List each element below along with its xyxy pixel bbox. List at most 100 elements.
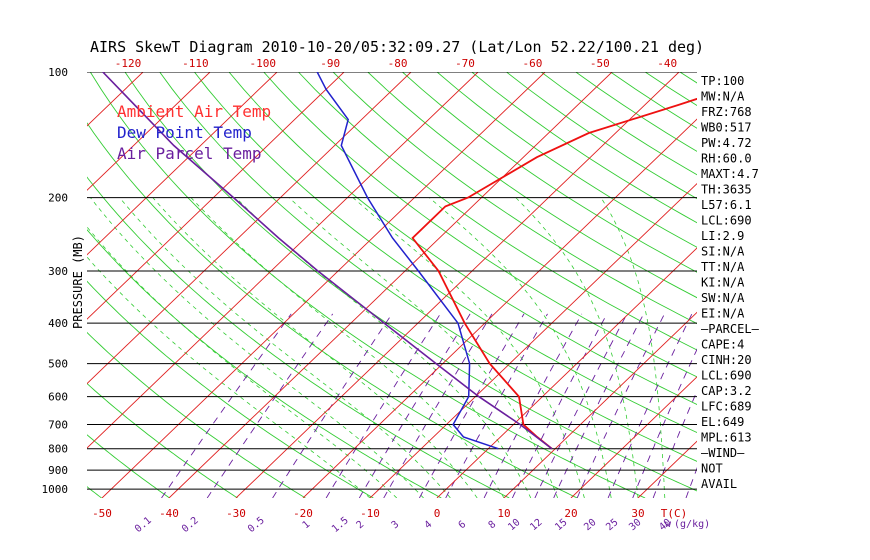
mixing-ratio-tick-label: 3 xyxy=(390,519,402,531)
pressure-tick-label: 300 xyxy=(48,265,68,278)
index-line: TH:3635 xyxy=(701,183,752,197)
dry-adiabat xyxy=(402,72,697,273)
moist-adiabat xyxy=(87,256,371,498)
isotherm xyxy=(302,118,697,498)
legend-dew-point-temp: Dew Point Temp xyxy=(117,123,252,142)
top-temp-tick-label: -50 xyxy=(590,57,610,70)
dry-adiabat xyxy=(87,280,374,498)
moist-adiabat xyxy=(352,197,585,498)
isotherm xyxy=(503,311,697,498)
mixing-ratio-line xyxy=(206,313,334,498)
bottom-temp-tick-label: 10 xyxy=(497,507,510,520)
bottom-temp-tick-label: -40 xyxy=(159,507,179,520)
index-line: CAP:3.2 xyxy=(701,384,752,398)
index-line: TT:N/A xyxy=(701,260,745,274)
pressure-tick-label: 800 xyxy=(48,443,68,456)
bottom-temp-unit: T(C) xyxy=(661,507,688,520)
dry-adiabat xyxy=(367,72,697,299)
dry-adiabat xyxy=(87,122,578,498)
mixing-ratio-line xyxy=(483,313,583,498)
dry-adiabat xyxy=(87,382,238,498)
mixing-ratio-line xyxy=(161,313,292,498)
dry-adiabat xyxy=(749,72,870,498)
bottom-temp-tick-label: 0 xyxy=(434,507,441,520)
index-line: RH:60.0 xyxy=(701,152,752,166)
bottom-temp-tick-label: 30 xyxy=(631,507,644,520)
isotherm xyxy=(235,72,680,498)
dry-adiabat xyxy=(228,72,697,405)
moist-adiabat xyxy=(90,197,424,498)
mixing-ratio-tick-label: 6 xyxy=(457,519,469,531)
dry-adiabat xyxy=(436,72,697,248)
top-temp-tick-label: -40 xyxy=(657,57,677,70)
mixing-ratio-tick-label: 1.5 xyxy=(330,515,351,535)
bottom-temp-tick-label: 20 xyxy=(564,507,577,520)
mixing-ratio-line xyxy=(445,313,548,498)
index-line: EI:N/A xyxy=(701,307,745,321)
mixing-ratio-unit: (g/kg) xyxy=(674,519,710,530)
pressure-tick-label: 600 xyxy=(48,391,68,404)
index-line: KI:N/A xyxy=(701,276,745,290)
moist-adiabat xyxy=(515,197,639,498)
index-line: CINH:20 xyxy=(701,353,752,367)
series-ambient-air-temp xyxy=(411,97,697,450)
mixing-ratio-tick-label: 1 xyxy=(301,519,313,531)
moist-adiabat xyxy=(87,226,398,498)
mixing-ratio-tick-label: 20 xyxy=(582,517,598,533)
moist-adiabat xyxy=(429,197,612,498)
dry-adiabat xyxy=(87,229,442,498)
isotherm xyxy=(101,72,546,498)
mixing-ratio-tick-label: 8 xyxy=(487,519,499,531)
mixing-ratio-symbol: w xyxy=(665,519,672,530)
pressure-tick-label: 400 xyxy=(48,317,68,330)
index-line: NOT xyxy=(701,462,723,476)
index-line: MW:N/A xyxy=(701,90,745,104)
top-temp-tick-label: -110 xyxy=(182,57,209,70)
index-line: LCL:690 xyxy=(701,369,752,383)
legend-air-parcel-temp: Air Parcel Temp xyxy=(117,144,262,163)
pressure-tick-label: 200 xyxy=(48,192,68,205)
isotherm xyxy=(369,182,697,498)
mixing-ratio-unit-value: g/kg xyxy=(680,519,704,530)
index-line: MPL:613 xyxy=(701,431,752,445)
mixing-ratio-line xyxy=(272,313,393,498)
moist-adiabat xyxy=(119,197,451,498)
isotherm xyxy=(839,72,870,498)
mixing-ratio-tick-label: 0.5 xyxy=(246,515,267,535)
mixing-ratio-tick-label: 0.2 xyxy=(180,515,201,535)
moist-adiabat xyxy=(190,197,505,498)
dry-adiabat xyxy=(784,72,870,498)
mixing-ratio-tick-label: 2 xyxy=(355,519,367,531)
isotherm xyxy=(0,72,76,498)
top-temp-tick-label: -80 xyxy=(388,57,408,70)
dry-adiabat xyxy=(87,486,102,498)
dry-adiabat xyxy=(159,72,697,462)
dry-adiabat xyxy=(298,72,697,351)
dry-adiabat xyxy=(194,72,697,434)
dry-adiabat xyxy=(332,72,697,325)
index-line: —WIND— xyxy=(701,446,745,460)
isotherm xyxy=(87,72,412,385)
mixing-ratio-tick-label: 25 xyxy=(604,517,620,533)
index-line: FRZ:768 xyxy=(701,105,752,119)
dry-adiabat xyxy=(87,331,306,498)
mixing-ratio-tick-label: 12 xyxy=(528,517,544,533)
isotherm xyxy=(436,247,697,498)
index-line: LCL:690 xyxy=(701,214,752,228)
index-line: EL:649 xyxy=(701,415,744,429)
top-temp-tick-label: -60 xyxy=(522,57,542,70)
isotherm xyxy=(570,376,697,498)
dry-adiabat xyxy=(0,72,34,498)
mixing-ratio-line xyxy=(358,313,471,498)
top-temp-tick-label: -120 xyxy=(115,57,142,70)
index-line: L57:6.1 xyxy=(701,198,752,212)
legend-ambient-air-temp: Ambient Air Temp xyxy=(117,102,271,121)
y-axis-label: PRESSURE (MB) xyxy=(71,235,85,329)
pressure-tick-label: 500 xyxy=(48,358,68,371)
index-line: SI:N/A xyxy=(701,245,745,259)
mixing-ratio-line xyxy=(383,313,493,498)
index-line: AVAIL xyxy=(701,477,737,491)
dry-adiabat xyxy=(124,72,697,492)
